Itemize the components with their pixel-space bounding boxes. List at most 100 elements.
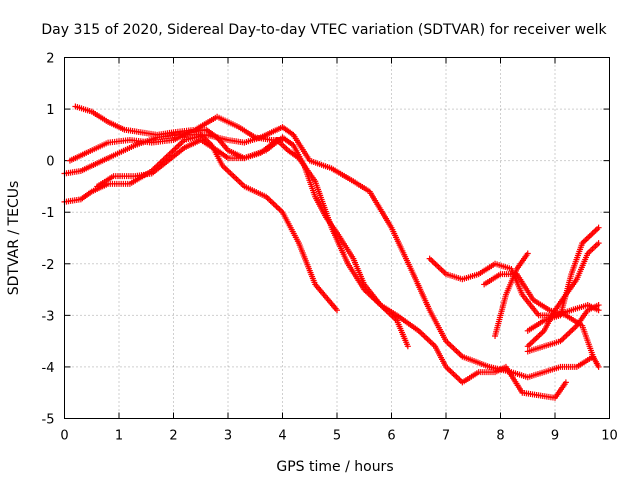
data-point [429, 340, 436, 347]
data-point [566, 329, 573, 336]
data-point [429, 258, 436, 265]
data-point [595, 363, 602, 370]
x-tick-label: 6 [387, 429, 395, 444]
data-point [434, 262, 441, 269]
data-point [582, 237, 589, 244]
data-point [426, 255, 433, 262]
data-point [594, 226, 601, 233]
data-point [451, 372, 458, 379]
x-tick-label: 5 [333, 429, 341, 444]
y-axis-label: SDTVAR / TECUs [6, 181, 22, 296]
data-point [427, 339, 434, 346]
series-arc-6 [426, 255, 602, 319]
data-point [431, 259, 438, 266]
data-point [583, 235, 590, 242]
data-point [595, 307, 602, 314]
data-point [447, 368, 454, 375]
y-tick-label: -5 [42, 413, 55, 428]
data-point [435, 264, 442, 271]
data-point [440, 268, 447, 275]
y-tick-label: -2 [42, 258, 55, 273]
series-arc-10 [524, 302, 602, 355]
data-point [451, 346, 458, 353]
data-point [445, 366, 452, 373]
y-tick-label: 0 [46, 155, 54, 170]
data-point [595, 224, 602, 231]
data-point [428, 257, 435, 264]
data-point [453, 373, 460, 380]
data-point [535, 333, 542, 340]
chart-title: Day 315 of 2020, Sidereal Day-to-day VTE… [41, 22, 607, 38]
x-tick-label: 0 [60, 429, 68, 444]
y-tick-label: -1 [42, 206, 55, 221]
x-tick-label: 1 [115, 429, 123, 444]
data-point [273, 203, 280, 210]
data-point [533, 334, 540, 341]
plot-frame [64, 57, 610, 419]
x-tick-label: 9 [551, 429, 559, 444]
data-point [456, 350, 463, 357]
y-tick-label: -4 [42, 361, 55, 376]
data-point [527, 340, 534, 347]
data-point [530, 337, 537, 344]
data-point [421, 333, 428, 340]
data-point [426, 337, 433, 344]
x-tick-label: 3 [224, 429, 232, 444]
x-tick-label: 7 [442, 429, 450, 444]
data-point [538, 330, 545, 337]
data-point [269, 199, 276, 206]
x-tick-label: 4 [278, 429, 286, 444]
series-arc-3 [61, 131, 340, 314]
data-point [454, 349, 461, 356]
series-arc-2 [61, 124, 597, 381]
series-arc-11 [524, 224, 602, 334]
data-point [563, 332, 570, 339]
data-point [448, 343, 455, 350]
data-point [595, 240, 602, 247]
data-point [592, 227, 599, 234]
data-point [266, 196, 273, 203]
data-point [567, 328, 574, 335]
series-arc-8 [492, 250, 531, 339]
data-point [454, 375, 461, 382]
data-point [595, 302, 602, 309]
data-point [270, 200, 277, 207]
data-point [453, 347, 460, 354]
series-arc-5 [94, 137, 569, 401]
data-point [447, 342, 454, 349]
x-tick-label: 10 [601, 429, 618, 444]
data-point [272, 202, 279, 209]
data-point [589, 230, 596, 237]
data-point [536, 332, 543, 339]
data-point [448, 369, 455, 376]
data-point [591, 228, 598, 235]
series-arc-7 [481, 271, 602, 370]
data-point [432, 261, 439, 268]
data-point [450, 345, 457, 352]
data-point [560, 335, 567, 342]
x-tick-label: 8 [496, 429, 504, 444]
data-point [437, 265, 444, 272]
y-tick-label: 2 [46, 52, 54, 67]
y-tick-label: -3 [42, 309, 55, 324]
data-point [438, 266, 445, 273]
data-point [529, 339, 536, 346]
y-tick-label: 1 [46, 103, 54, 118]
data-point [424, 336, 431, 343]
data-point [569, 326, 576, 333]
data-point [404, 343, 411, 350]
data-point [276, 206, 283, 213]
data-point [532, 336, 539, 343]
data-point [450, 370, 457, 377]
x-tick-label: 2 [169, 429, 177, 444]
data-point [275, 204, 282, 211]
data-point [420, 332, 427, 339]
data-point [524, 250, 531, 257]
data-point [526, 341, 533, 348]
data-point [445, 340, 452, 347]
data-point [267, 197, 274, 204]
data-point [178, 139, 185, 146]
data-point [562, 379, 569, 386]
data-point [561, 333, 568, 340]
